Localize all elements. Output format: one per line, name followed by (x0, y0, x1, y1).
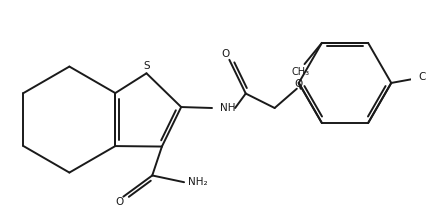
Text: S: S (143, 61, 150, 71)
Text: CH₃: CH₃ (292, 67, 310, 77)
Text: O: O (295, 79, 303, 89)
Text: O: O (222, 49, 230, 59)
Text: NH₂: NH₂ (188, 177, 207, 187)
Text: Cl: Cl (418, 72, 426, 82)
Text: NH: NH (220, 103, 235, 113)
Text: O: O (115, 197, 124, 207)
